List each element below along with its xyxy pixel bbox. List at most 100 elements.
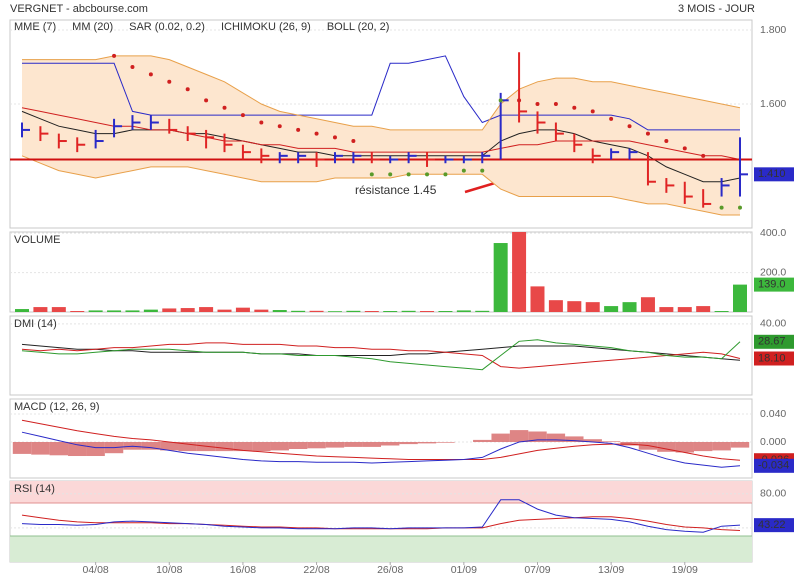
volume-bar (640, 297, 655, 312)
sar-dot (682, 146, 687, 151)
volume-bar (401, 310, 416, 312)
macd-histogram (730, 442, 750, 448)
volume-bar (272, 310, 287, 312)
plot-area (10, 323, 752, 371)
macd-histogram (252, 442, 271, 452)
sar-dot (259, 120, 264, 125)
volume-bar (125, 310, 140, 312)
indicator-line (21, 339, 741, 371)
x-tick-label: 22/08 (303, 564, 329, 576)
sar-dot (332, 135, 337, 140)
plot-area (10, 413, 752, 468)
indicator-line (21, 419, 741, 461)
panel-title: VOLUME (14, 234, 60, 246)
macd-histogram (270, 442, 289, 451)
sar-dot (388, 172, 393, 177)
last-value-box (754, 518, 794, 533)
macd-histogram (178, 442, 197, 452)
macd-histogram (233, 442, 253, 452)
macd-histogram (160, 442, 179, 451)
sar-dot (369, 172, 374, 177)
plot-area (10, 493, 752, 533)
volume-bar (493, 243, 508, 312)
last-value-label: 139.0 (758, 279, 786, 291)
macd-histogram (601, 441, 621, 443)
volume-bar (438, 311, 453, 312)
indicator-line (22, 55, 741, 131)
rsi-overbought-band (10, 481, 752, 503)
y-tick-label: 0.040 (760, 408, 786, 420)
last-value-label: 1.410 (758, 168, 786, 180)
sar-dot (701, 153, 706, 158)
x-tick-label: 26/08 (377, 564, 403, 576)
x-tick-label: 04/08 (83, 564, 109, 576)
macd-histogram (86, 442, 105, 457)
indicator-line (21, 342, 741, 369)
sar-dot (664, 139, 669, 144)
y-tick-label: 40.00 (760, 318, 786, 330)
macd-histogram (693, 442, 713, 452)
sar-dot (204, 98, 209, 103)
volume-bar (346, 310, 361, 312)
volume-bar (714, 311, 729, 312)
rsi-oversold-band (10, 536, 752, 562)
volume-bar (456, 310, 471, 312)
chart-title: VERGNET - abcbourse.com (10, 3, 148, 15)
macd-histogram (325, 442, 345, 448)
volume-bar (475, 310, 490, 312)
sar-dot (719, 205, 724, 210)
macd-histogram (473, 439, 492, 443)
legend-entry: MME (7) (14, 21, 56, 33)
sar-dot (167, 79, 172, 84)
sar-dot (645, 131, 650, 136)
macd-histogram (528, 431, 547, 443)
sar-dot (627, 124, 632, 129)
volume-bar (567, 301, 582, 312)
volume-bar (291, 310, 306, 312)
volume-panel (9, 231, 753, 313)
sar-dot (443, 172, 448, 177)
volume-bar (162, 308, 177, 312)
macd-histogram (399, 442, 418, 445)
panel-title: RSI (14) (14, 483, 55, 495)
legend-entry: MM (20) (72, 21, 113, 33)
sar-dot (480, 168, 485, 173)
sar-dot (148, 72, 153, 77)
sar-dot (314, 131, 319, 136)
volume-bar (15, 309, 29, 312)
volume-bar (235, 307, 250, 312)
macd-histogram (31, 442, 50, 455)
volume-bar (88, 310, 103, 312)
indicator-line (21, 343, 741, 361)
volume-bar (51, 307, 66, 312)
panel-title: MACD (12, 26, 9) (14, 401, 100, 413)
sar-dot (425, 172, 430, 177)
sar-dot (535, 102, 540, 107)
legend-entry: SAR (0.02, 0.2) (129, 21, 205, 33)
indicator-line (21, 499, 741, 533)
legend-entry: ICHIMOKU (26, 9) (221, 21, 311, 33)
boll-fill (22, 55, 740, 216)
x-tick-label: 10/08 (156, 564, 182, 576)
macd-histogram (583, 439, 602, 443)
volume-bar (383, 311, 398, 312)
macd-histogram (565, 436, 584, 443)
annotation: résistance 1.45 (355, 183, 437, 197)
volume-bar (33, 307, 48, 312)
chart-subtitle: 3 MOIS - JOUR (678, 3, 755, 15)
volume-bar (604, 306, 619, 312)
last-value-box (754, 351, 794, 366)
y-tick-label: 200.0 (760, 266, 786, 278)
volume-bar (548, 300, 563, 312)
sar-dot (498, 98, 503, 103)
last-value-label: -0.034 (758, 460, 789, 472)
plot-area (10, 232, 752, 312)
sar-dot (277, 124, 282, 129)
sar-dot (517, 98, 522, 103)
sar-dot (130, 65, 135, 70)
last-value-label: 43.22 (758, 519, 786, 531)
macd-histogram (288, 442, 308, 450)
last-value-box (754, 334, 794, 349)
macd-histogram (675, 442, 694, 453)
